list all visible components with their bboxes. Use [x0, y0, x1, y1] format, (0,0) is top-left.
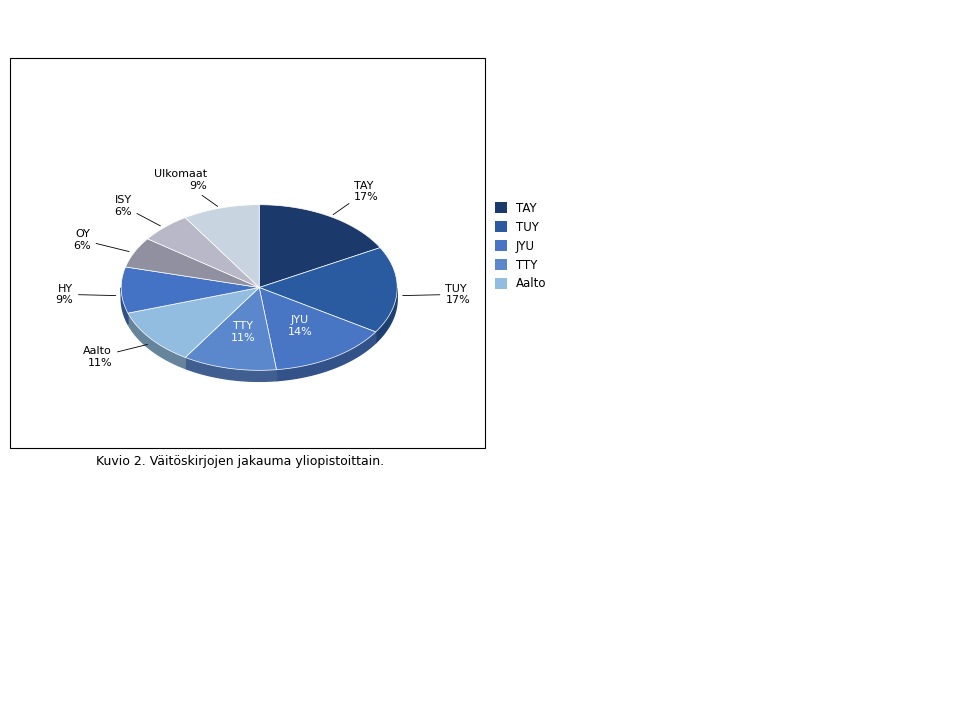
Polygon shape: [121, 267, 259, 313]
Text: TTY
11%: TTY 11%: [230, 321, 255, 343]
Text: Kuvio 2. Väitöskirjojen jakauma yliopistoittain.: Kuvio 2. Väitöskirjojen jakauma yliopist…: [96, 455, 384, 468]
Polygon shape: [259, 287, 375, 370]
Text: Aalto
11%: Aalto 11%: [84, 344, 148, 367]
Legend: TAY, TUY, JYU, TTY, Aalto: TAY, TUY, JYU, TTY, Aalto: [494, 202, 546, 290]
Polygon shape: [185, 357, 276, 381]
Polygon shape: [126, 239, 259, 287]
Polygon shape: [121, 287, 128, 324]
Text: JYU
14%: JYU 14%: [287, 316, 312, 336]
Polygon shape: [259, 248, 397, 332]
Text: HY
9%: HY 9%: [56, 284, 116, 305]
Polygon shape: [259, 205, 380, 287]
Polygon shape: [148, 217, 259, 287]
Text: Ulkomaat
9%: Ulkomaat 9%: [155, 170, 218, 206]
Text: TAY
17%: TAY 17%: [333, 180, 379, 214]
Polygon shape: [375, 289, 397, 343]
Polygon shape: [185, 287, 276, 370]
Text: OY
6%: OY 6%: [73, 229, 130, 251]
Polygon shape: [128, 313, 185, 368]
Polygon shape: [128, 287, 259, 357]
Polygon shape: [185, 205, 259, 287]
Polygon shape: [276, 332, 375, 380]
Text: ISY
6%: ISY 6%: [114, 195, 160, 226]
Text: TUY
17%: TUY 17%: [402, 284, 470, 305]
